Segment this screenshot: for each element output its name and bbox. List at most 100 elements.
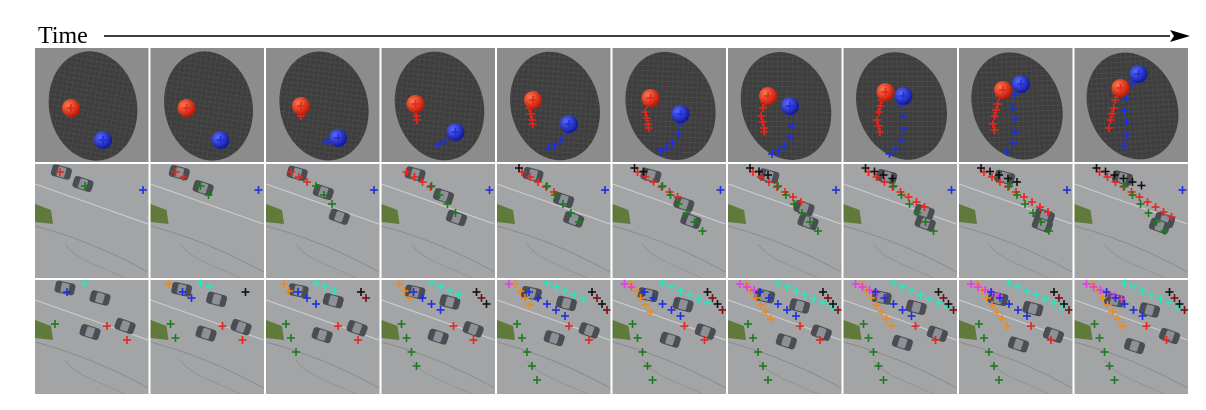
red-track-marker: [789, 193, 797, 201]
grass-patch: [959, 320, 977, 340]
blue-track-marker: [676, 312, 685, 320]
red-track-marker: [123, 336, 131, 344]
black-track-marker: [1110, 171, 1119, 179]
blue-track-marker: [552, 306, 560, 314]
red-track-marker: [1036, 203, 1044, 211]
cyan-track-marker: [1005, 280, 1013, 287]
road-crack: [843, 225, 957, 273]
car: [195, 325, 217, 342]
blue-trajectory-marker: [1011, 115, 1019, 123]
black-track-marker: [746, 164, 754, 172]
road-crack: [266, 225, 380, 273]
car: [555, 295, 577, 312]
green-track-marker: [407, 348, 416, 356]
dark-track-marker: [241, 288, 250, 296]
road-crack: [1104, 243, 1165, 278]
blue-track-marker: [783, 306, 791, 314]
road-crack: [988, 243, 1050, 278]
green-track-marker: [518, 334, 526, 342]
red-track-marker: [238, 336, 247, 344]
frame-tile: [843, 48, 957, 162]
red-trajectory-marker: [412, 112, 421, 120]
green-track-marker: [435, 191, 444, 199]
car: [672, 296, 694, 313]
blue-trajectory-marker: [662, 144, 671, 152]
blue-track-marker: [996, 294, 1004, 302]
ellipsoid-container: [164, 51, 253, 161]
lane-marking: [497, 183, 611, 225]
frame-tile: [150, 164, 264, 278]
car: [659, 331, 681, 348]
road-crack: [150, 225, 264, 273]
blue-ball-marker: [899, 92, 908, 100]
cyan-track-marker: [1156, 295, 1165, 303]
green-track-marker: [674, 200, 683, 208]
cyan-track-marker: [676, 287, 685, 295]
green-track-marker: [287, 334, 295, 342]
red-track-marker: [469, 336, 478, 344]
blue-track-marker: [898, 306, 907, 314]
orange-track-marker: [280, 280, 288, 288]
blue-track-marker: [880, 294, 889, 302]
red-track-marker: [796, 322, 804, 330]
green-track-marker: [397, 320, 406, 328]
car: [114, 317, 136, 335]
cyan-track-marker: [925, 295, 934, 303]
ellipsoid-container: [510, 51, 600, 161]
orange-track-marker: [400, 287, 409, 295]
orange-track-marker: [1113, 315, 1122, 323]
orange-track-marker: [641, 301, 650, 309]
green-track-marker: [913, 209, 922, 217]
orange-track-marker: [757, 301, 765, 309]
road-crack: [959, 341, 1073, 389]
blue-trajectory-marker: [1011, 128, 1019, 136]
black-track-marker: [1004, 174, 1012, 183]
cyan-track-marker: [801, 291, 809, 299]
blue-track-marker: [178, 288, 187, 296]
blue-track-marker: [543, 300, 551, 308]
car: [1123, 337, 1146, 355]
grass-patch: [35, 320, 53, 340]
orange-track-marker: [164, 280, 173, 288]
blue-track-marker: [832, 186, 840, 194]
blue-trajectory-marker: [668, 139, 677, 147]
red-trajectory-marker: [873, 116, 882, 124]
red-trajectory-marker: [874, 122, 883, 130]
green-track-marker: [1120, 182, 1129, 190]
road-crack: [1074, 225, 1188, 273]
car: [680, 212, 702, 229]
blue-track-marker: [1138, 312, 1147, 320]
orange-track-marker: [767, 315, 775, 323]
frame-tile: [1074, 48, 1188, 162]
red-track-marker: [56, 168, 64, 176]
green-track-marker: [889, 182, 898, 190]
red-track-marker: [1044, 208, 1052, 216]
grass-patch: [959, 204, 977, 224]
red-track-marker: [449, 322, 458, 330]
red-track-marker: [426, 183, 435, 191]
car: [89, 290, 111, 306]
grass-patch: [1074, 320, 1093, 340]
magenta-track-marker: [620, 280, 629, 288]
blue-trajectory-marker: [439, 138, 448, 146]
blue-trajectory-marker: [1011, 91, 1019, 99]
green-track-marker: [575, 218, 583, 226]
blue-track-marker: [485, 186, 494, 194]
blue-trajectory-marker: [674, 130, 683, 138]
green-track-marker: [320, 191, 328, 199]
orange-track-marker: [983, 294, 991, 302]
frame-tile: [728, 48, 842, 162]
green-track-marker: [682, 209, 691, 217]
red-track-marker: [641, 173, 650, 181]
green-track-marker: [402, 334, 411, 342]
red-track-marker: [680, 322, 689, 330]
frame-tile: [959, 280, 1073, 394]
row-bouncing-balls: [35, 48, 1188, 162]
blue-ball-marker: [676, 110, 685, 118]
black-track-marker: [995, 171, 1003, 179]
green-track-marker: [995, 376, 1003, 384]
car: [322, 292, 344, 309]
green-track-marker: [990, 362, 998, 370]
blue-ball-marker: [1017, 80, 1025, 88]
red-track-marker: [1159, 208, 1168, 216]
